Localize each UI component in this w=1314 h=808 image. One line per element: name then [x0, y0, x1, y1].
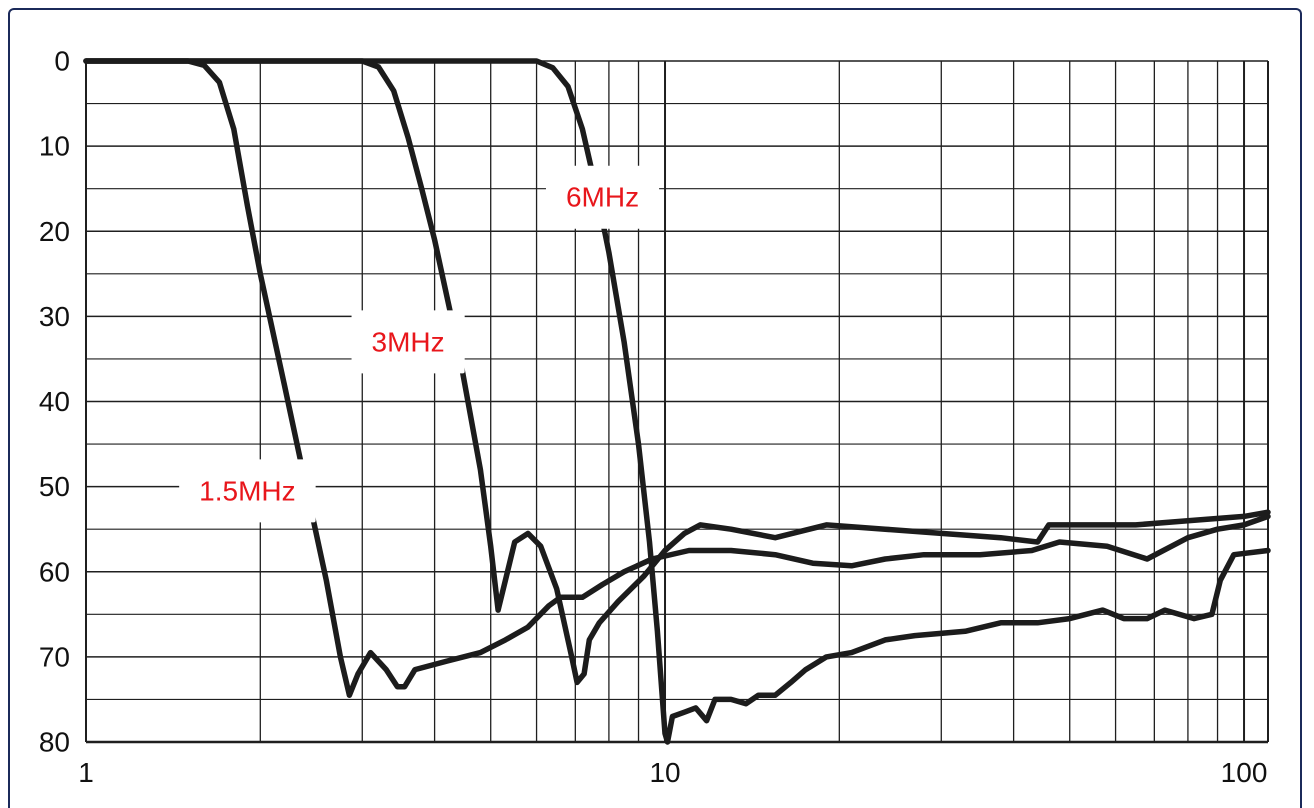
tick-labels: 0 10 20 30 40 50 60 70 80 1 10 100: [39, 46, 1268, 789]
y-tick-label: 50: [39, 471, 70, 502]
chart-frame: [8, 8, 1302, 808]
grid: [85, 60, 1269, 744]
series-label-text: 1.5MHz: [199, 475, 295, 506]
series-label-text: 6MHz: [566, 182, 639, 213]
x-tick-label: 100: [1221, 757, 1268, 788]
series-label: 1.5MHz: [179, 459, 316, 523]
series-label-text: 3MHz: [372, 326, 445, 357]
series-label-box: [545, 165, 660, 229]
x-tick-label: 1: [78, 757, 94, 788]
series-label: 6MHz: [545, 165, 660, 229]
series-line-0: [83, 58, 1271, 698]
series-labels: 1.5MHz 3MHz 6MHz: [179, 165, 660, 523]
series-label-box: [179, 459, 316, 523]
y-tick-label: 70: [39, 641, 70, 672]
y-tick-label: 60: [39, 556, 70, 587]
y-tick-label: 0: [54, 46, 70, 77]
y-tick-label: 10: [39, 131, 70, 162]
y-tick-label: 40: [39, 386, 70, 417]
x-tick-label: 10: [649, 757, 680, 788]
series-label: 3MHz: [351, 310, 465, 374]
series-line-1: [83, 58, 1271, 686]
curves: [83, 58, 1271, 745]
series-line-2: [83, 58, 1271, 745]
y-tick-label: 20: [39, 216, 70, 247]
y-tick-label: 30: [39, 301, 70, 332]
series-label-box: [351, 310, 465, 374]
y-tick-label: 80: [39, 727, 70, 758]
